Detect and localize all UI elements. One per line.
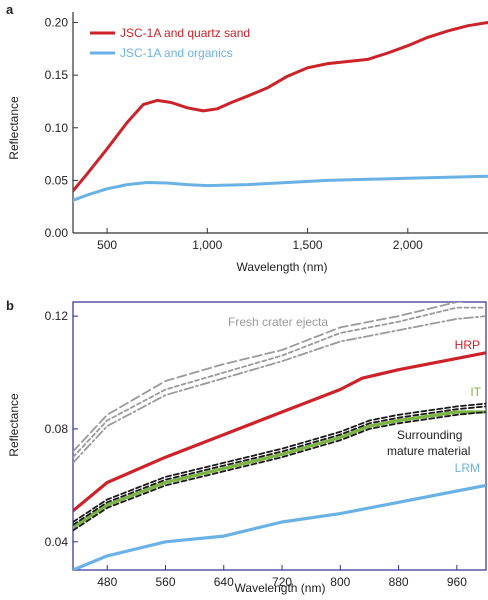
annotation-lrm: LRM xyxy=(455,461,480,475)
series-line-fresh-crater-ejecta-2 xyxy=(73,315,486,464)
x-tick-label: 560 xyxy=(155,575,175,589)
series-line-fresh-crater-ejecta-1 xyxy=(73,306,486,459)
y-tick-label: 0.04 xyxy=(45,535,69,549)
series-line-surrounding-mature-material-5 xyxy=(73,405,486,526)
series-line-jsc-1a-and-organics-1 xyxy=(73,174,488,202)
series-line-hrp-3 xyxy=(73,351,486,513)
annotation-it: IT xyxy=(470,385,481,399)
series-line-fresh-crater-ejecta-0 xyxy=(73,302,467,453)
y-tick-label: 0.20 xyxy=(45,16,69,30)
plot-frame xyxy=(72,301,487,571)
panel-a: a 500 1,000 1,500 2,000 0.00 0.05 0.10 0.15 0.2… xyxy=(6,2,488,274)
x-tick-label: 2,000 xyxy=(393,238,423,252)
series-line-lrm-8 xyxy=(73,483,486,570)
panel-b-plot-area xyxy=(73,302,486,570)
x-tick-label: 1,500 xyxy=(293,238,323,252)
series-line-surrounding-mature-material-7 xyxy=(73,402,486,523)
y-tick-label: 0.05 xyxy=(45,173,69,187)
y-tick-label: 0.08 xyxy=(45,422,69,436)
series-line-surrounding-mature-material-6 xyxy=(73,411,486,532)
panel-b-y-ticks: 0.04 0.08 0.12 xyxy=(45,309,78,549)
x-tick-label: 800 xyxy=(330,575,350,589)
annotation-mature-material: mature material xyxy=(387,444,470,458)
legend-label-quartz-sand: JSC-1A and quartz sand xyxy=(120,26,250,40)
annotation-surrounding: Surrounding xyxy=(397,428,462,442)
panel-a-x-ticks: 500 1,000 1,500 2,000 xyxy=(97,228,423,252)
y-tick-label: 0.10 xyxy=(45,121,69,135)
x-tick-label: 480 xyxy=(97,575,117,589)
panel-a-legend: JSC-1A and quartz sand JSC-1A and organi… xyxy=(90,26,250,60)
panel-b-x-ticks: 480 560 640 720 800 880 960 xyxy=(97,565,467,589)
series-group xyxy=(73,21,488,202)
y-tick-label: 0.15 xyxy=(45,68,69,82)
y-tick-label: 0.12 xyxy=(45,309,69,323)
y-tick-label: 0.00 xyxy=(45,226,69,240)
panel-b-x-axis-label: Wavelength (nm) xyxy=(235,581,326,595)
x-tick-label: 880 xyxy=(389,575,409,589)
series-line-it-4 xyxy=(73,410,486,530)
panel-a-x-axis-label: Wavelength (nm) xyxy=(237,260,328,274)
panel-a-letter: a xyxy=(6,2,14,17)
annotation-hrp: HRP xyxy=(455,338,480,352)
panel-a-plot-area xyxy=(73,21,488,202)
series-group xyxy=(73,302,486,570)
panel-b-y-axis-label: Reflectance xyxy=(7,393,21,457)
x-tick-label: 1,000 xyxy=(192,238,222,252)
panel-a-y-ticks: 0.00 0.05 0.10 0.15 0.20 xyxy=(45,16,78,240)
x-tick-label: 960 xyxy=(447,575,467,589)
panel-b-letter: b xyxy=(6,298,14,313)
x-tick-label: 640 xyxy=(214,575,234,589)
x-tick-label: 500 xyxy=(97,238,117,252)
panel-b: b 480 560 640 720 800 880 960 0.04 0.08 0.12 Wav… xyxy=(6,298,487,595)
legend-label-organics: JSC-1A and organics xyxy=(120,46,233,60)
panel-a-y-axis-label: Reflectance xyxy=(7,96,21,160)
panel-b-frame xyxy=(72,301,487,571)
series-line-jsc-1a-and-quartz-sand-0 xyxy=(73,21,488,193)
x-tick-label: 720 xyxy=(272,575,292,589)
annotation-fresh-crater-ejecta: Fresh crater ejecta xyxy=(228,315,328,329)
panel-a-frame xyxy=(72,12,488,234)
